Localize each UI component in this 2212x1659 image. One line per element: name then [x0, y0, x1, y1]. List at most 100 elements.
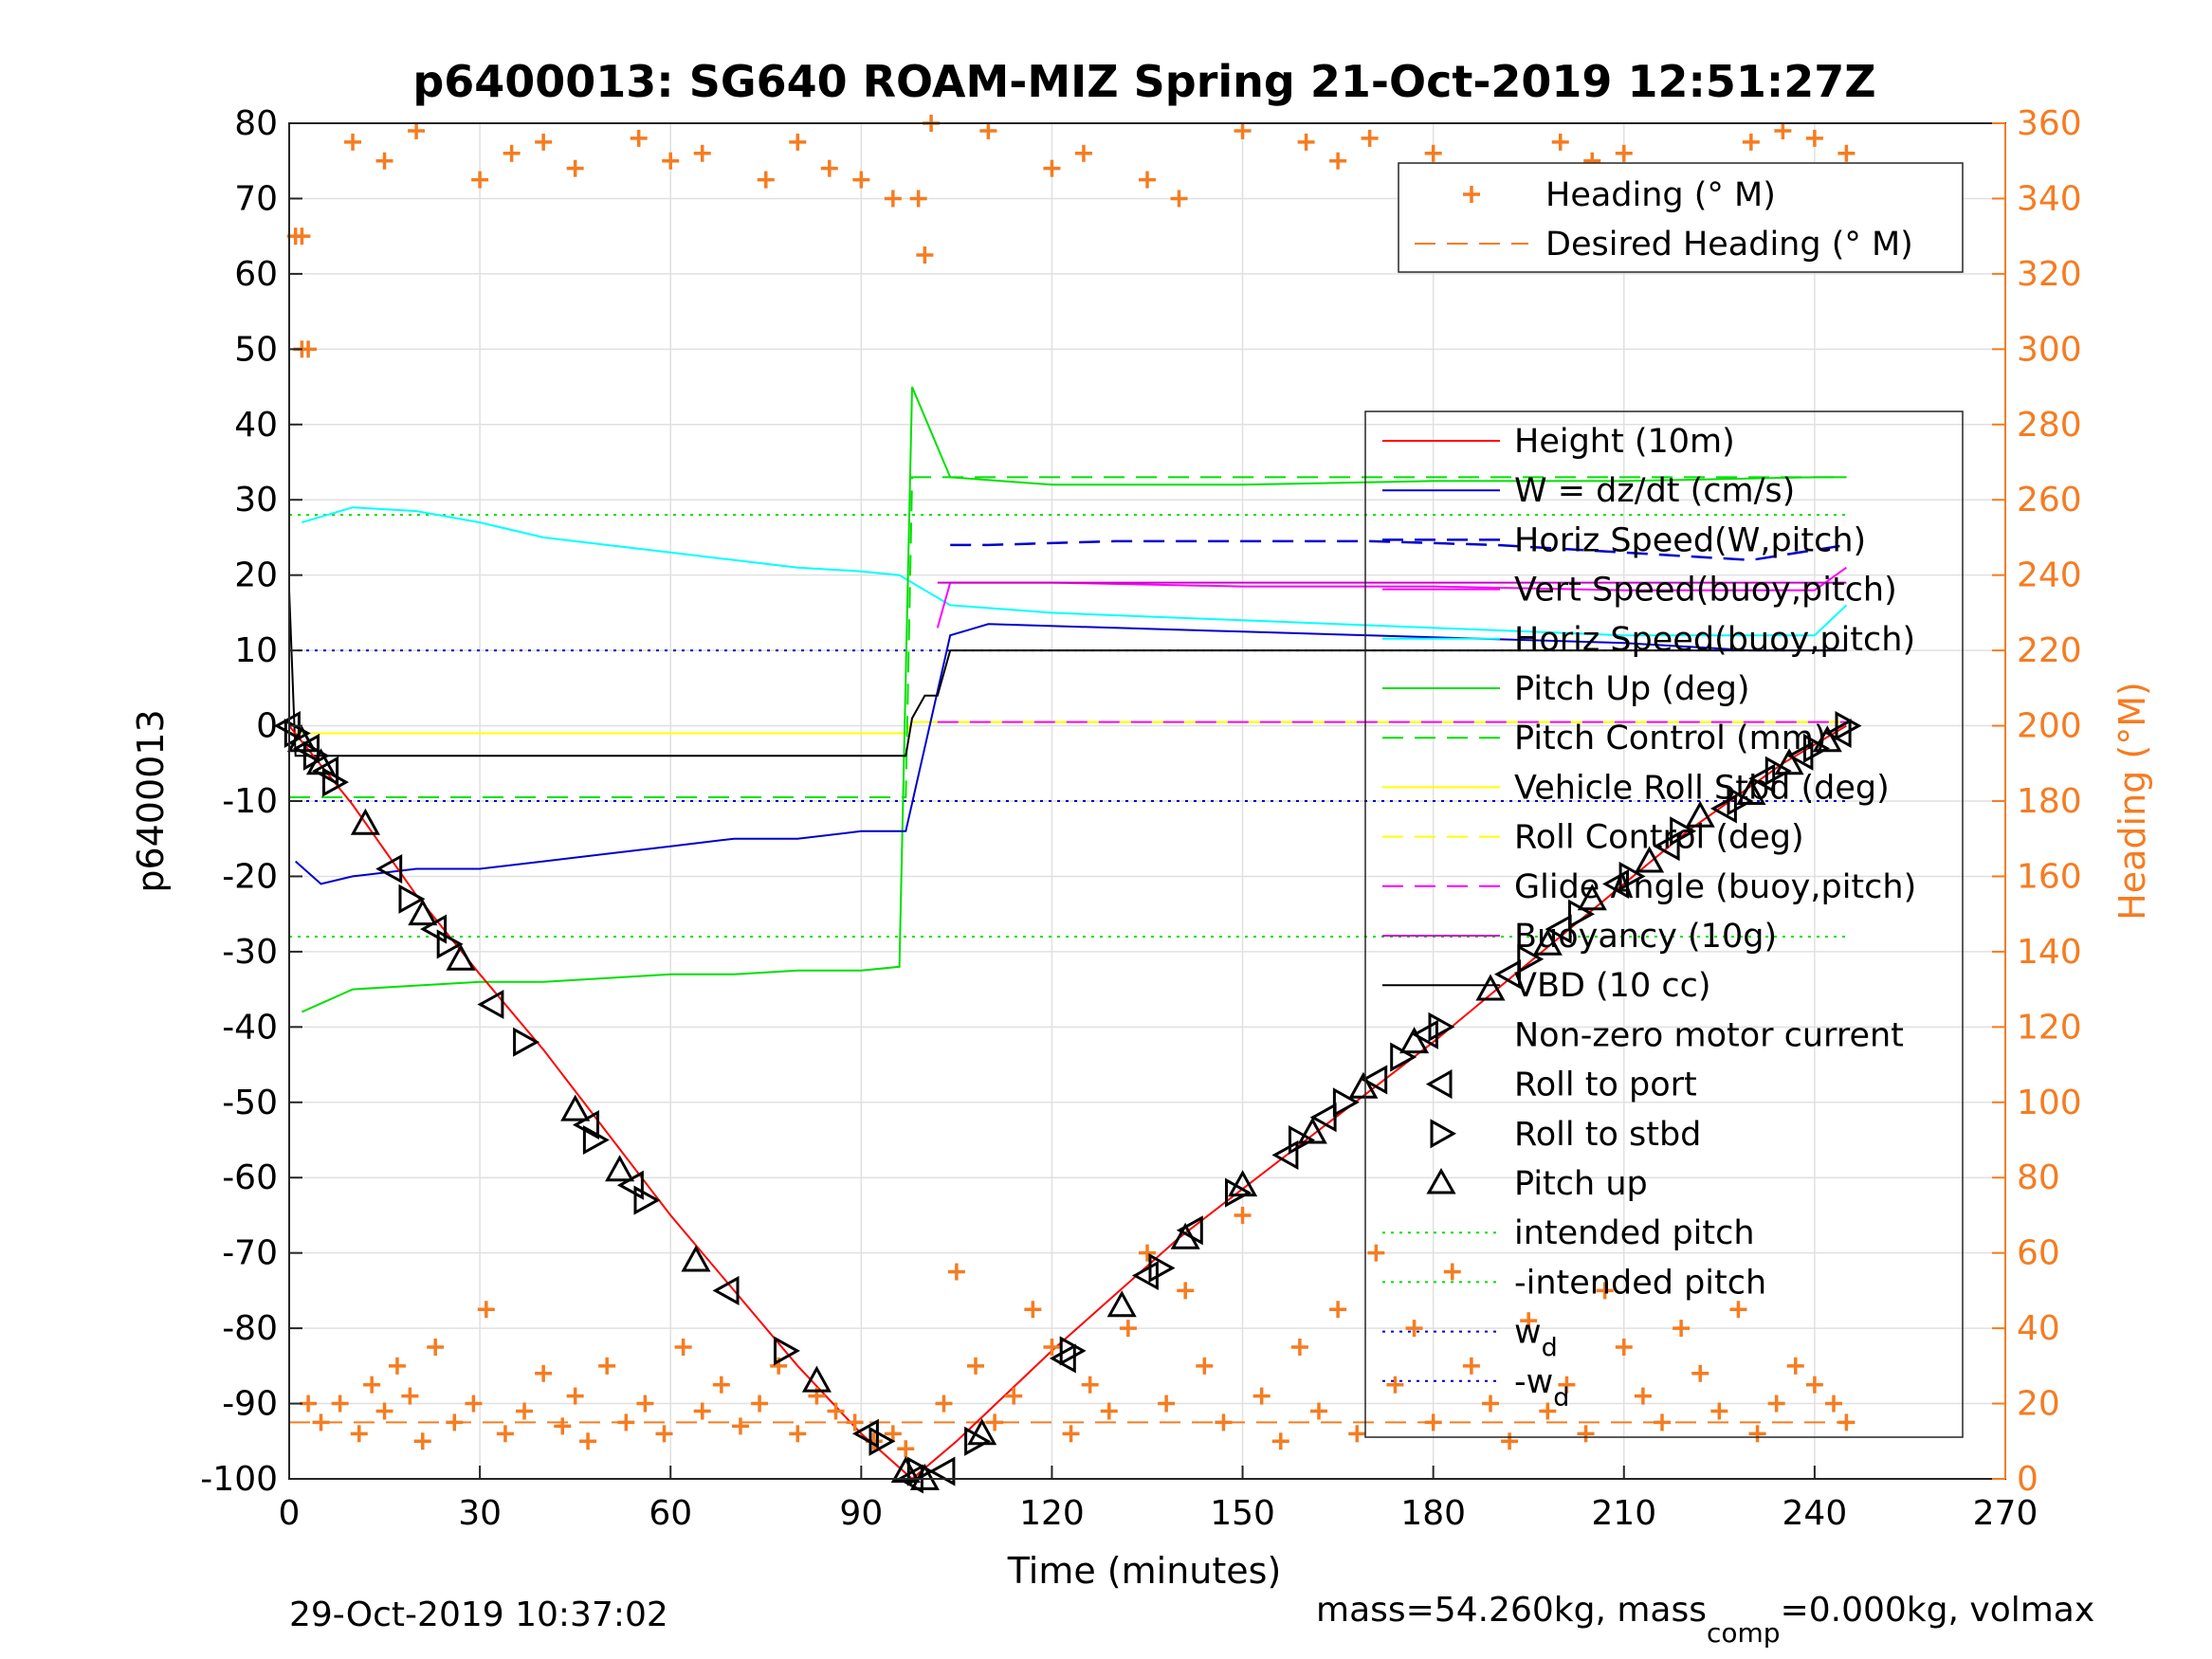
heading-point — [1386, 1376, 1404, 1394]
y-tick-label: 20 — [234, 556, 278, 595]
heading-point — [1654, 1413, 1671, 1431]
heading-point-top — [566, 159, 584, 177]
event-marker — [1399, 1027, 1430, 1054]
y-tick-label: -50 — [222, 1084, 278, 1122]
x-axis-ticks: 0 30 60 90 120 150 180 210 240 270 — [279, 1466, 2038, 1533]
legend-marker-roll-stbd — [1430, 1119, 1457, 1149]
y-tick-label: 80 — [234, 104, 278, 143]
y-tick-label: -80 — [222, 1309, 278, 1348]
heading-point — [1786, 1357, 1804, 1375]
heading-point — [300, 1395, 318, 1413]
event-marker — [420, 914, 448, 944]
heading-point — [1100, 1402, 1118, 1420]
event-marker — [967, 1418, 997, 1446]
heading-point — [1462, 1357, 1480, 1375]
heading-point — [636, 1395, 654, 1413]
heading-point-top — [1361, 129, 1379, 147]
heading-point-top — [757, 171, 775, 189]
heading-point — [331, 1395, 349, 1413]
event-marker — [573, 1110, 599, 1140]
heading-point — [693, 1402, 711, 1420]
footer-date: 29-Oct-2019 10:37:02 — [289, 1595, 668, 1634]
x-tick-label: 240 — [1782, 1494, 1848, 1533]
event-marker — [1736, 778, 1766, 805]
heading-point — [1177, 1282, 1195, 1300]
heading-point — [1215, 1413, 1233, 1431]
event-marker — [1271, 1139, 1299, 1170]
y-tick-label: -20 — [222, 857, 278, 896]
heading-point — [477, 1301, 495, 1319]
event-marker — [1297, 1117, 1327, 1144]
event-marker — [1545, 914, 1572, 944]
y2-tick-label: 20 — [2017, 1385, 2060, 1424]
legend-label: W = dz/dt (cm/s) — [1514, 472, 1795, 510]
heading-point-top — [630, 129, 648, 147]
legend-heading-label: Heading (° M) — [1545, 176, 1776, 214]
x-tick-label: 0 — [279, 1494, 301, 1533]
heading-point — [655, 1425, 673, 1443]
heading-point — [350, 1425, 368, 1443]
y2-tick-label: 140 — [2017, 933, 2082, 972]
heading-point — [1405, 1320, 1423, 1338]
event-marker — [293, 733, 320, 763]
heading-point — [1081, 1376, 1099, 1394]
heading-point — [1158, 1395, 1176, 1413]
event-marker — [1774, 748, 1804, 775]
legend-label: -intended pitch — [1514, 1264, 1766, 1302]
x-tick-label: 180 — [1400, 1494, 1466, 1533]
y-tick-label: 60 — [234, 255, 278, 294]
event-marker — [1635, 846, 1665, 873]
heading-point — [947, 1263, 965, 1281]
event-marker — [513, 1027, 540, 1057]
heading-point — [846, 1413, 864, 1431]
heading-point — [375, 1402, 393, 1420]
heading-point-top — [1139, 171, 1156, 189]
y-tick-label: -100 — [200, 1460, 278, 1499]
x-tick-label: 210 — [1591, 1494, 1656, 1533]
heading-point-top — [1043, 159, 1061, 177]
event-marker — [1764, 756, 1792, 786]
legend-label: Glide Angle (buoy,pitch) — [1514, 868, 1916, 906]
legend-heading: Heading (° M) Desired Heading (° M) — [1398, 162, 1964, 273]
heading-point — [1139, 1244, 1156, 1262]
heading-point-top — [1615, 144, 1633, 162]
event-marker — [1618, 861, 1646, 891]
y-tick-label: 40 — [234, 406, 278, 445]
y-tick-label: -30 — [222, 933, 278, 972]
heading-point — [1710, 1402, 1728, 1420]
x-tick-label: 120 — [1019, 1494, 1085, 1533]
heading-point — [1443, 1263, 1461, 1281]
event-marker — [1835, 711, 1862, 741]
heading-point-top — [662, 152, 680, 170]
heading-point — [579, 1432, 597, 1450]
event-marker — [560, 1094, 591, 1121]
heading-point-top — [1551, 133, 1569, 151]
y2-tick-label: 240 — [2017, 556, 2082, 595]
plot-area — [273, 115, 1862, 1494]
event-marker — [1228, 1170, 1258, 1197]
event-marker — [436, 929, 464, 959]
heading-point — [1577, 1425, 1595, 1443]
legend-heading-marker — [1463, 186, 1480, 203]
event-marker — [1148, 1253, 1176, 1284]
legend-marker-pitch-up — [1426, 1167, 1456, 1194]
y2-tick-label: 160 — [2017, 857, 2082, 896]
legend-label: Roll to stbd — [1514, 1116, 1701, 1154]
heading-point — [1673, 1320, 1691, 1338]
heading-point — [1271, 1432, 1289, 1450]
y-axis-label: p6400013 — [130, 709, 172, 892]
legend-subscript: d — [1553, 1383, 1569, 1413]
y2-tick-label: 80 — [2017, 1158, 2060, 1197]
heading-point — [1634, 1387, 1652, 1405]
heading-point — [1805, 1376, 1823, 1394]
heading-point — [1748, 1425, 1766, 1443]
event-marker — [446, 943, 476, 971]
heading-point-top — [300, 340, 318, 358]
heading-point-top — [1170, 190, 1188, 208]
y2-tick-label: 180 — [2017, 782, 2082, 821]
legend-label: Buoyancy (10g) — [1514, 918, 1777, 956]
event-marker — [1824, 718, 1852, 749]
heading-point — [986, 1413, 1004, 1431]
y2-tick-label: 340 — [2017, 179, 2082, 218]
